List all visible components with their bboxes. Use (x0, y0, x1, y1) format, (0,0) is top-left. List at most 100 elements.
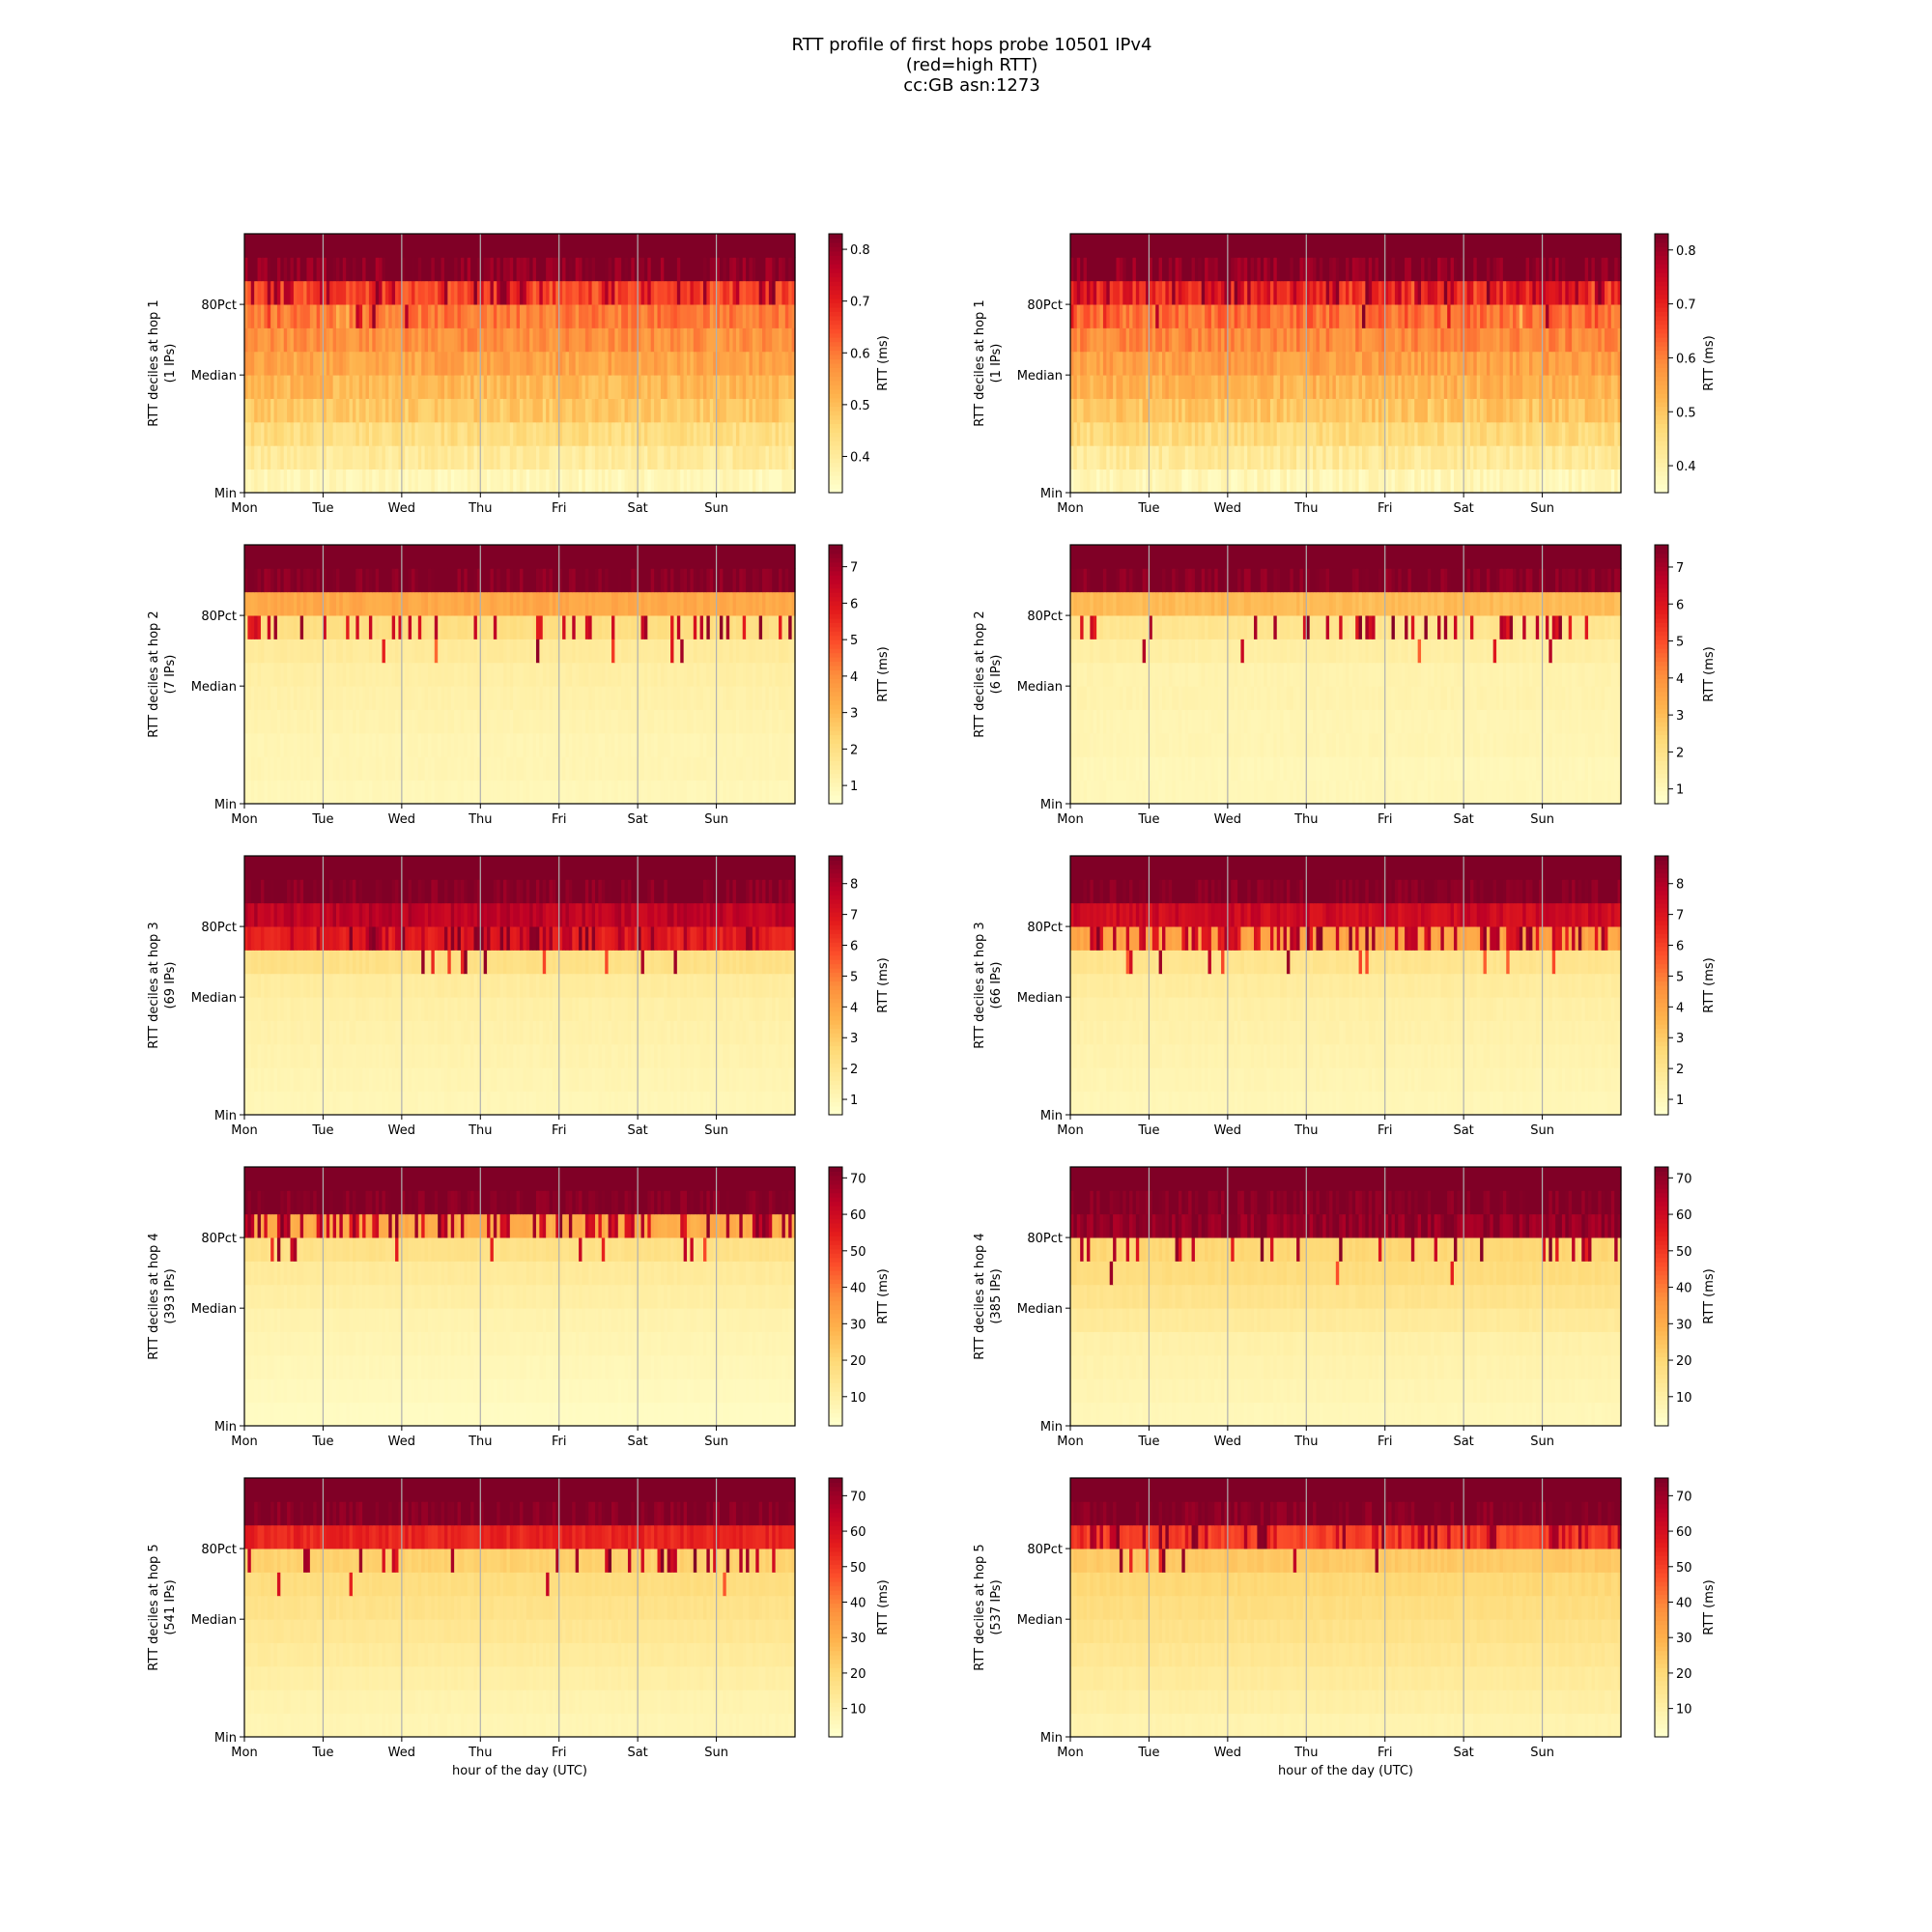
heatmap-cell (752, 780, 756, 805)
heatmap-cell (1168, 398, 1173, 423)
colorbar-segment (829, 402, 842, 408)
heatmap-cell (470, 234, 475, 258)
heatmap-cell (1551, 375, 1556, 399)
heatmap-cell (1116, 351, 1121, 376)
heatmap-cell (438, 421, 442, 446)
heatmap-cell (1450, 469, 1455, 494)
heatmap-cell (1201, 445, 1206, 470)
heatmap-cell (779, 398, 783, 423)
heatmap-cell (1240, 421, 1245, 446)
heatmap-cell (414, 445, 419, 470)
heatmap-cell (1535, 469, 1540, 494)
heatmap-cell (729, 351, 734, 376)
heatmap-cell (683, 732, 688, 757)
heatmap-cell (650, 780, 655, 805)
heatmap-cell (706, 662, 711, 687)
heatmap-cell (352, 398, 356, 423)
heatmap-cell (513, 257, 518, 282)
heatmap-cell (1610, 398, 1615, 423)
heatmap-cell (706, 469, 711, 494)
heatmap-cell (1424, 421, 1429, 446)
heatmap-cell (1201, 234, 1206, 258)
colorbar-segment (1655, 406, 1668, 412)
heatmap-cell (388, 469, 393, 494)
heatmap-cell (313, 304, 318, 328)
heatmap-cell (614, 375, 619, 399)
colorbar-segment (1655, 238, 1668, 243)
heatmap-cell (1496, 445, 1501, 470)
heatmap-cell (1575, 375, 1579, 399)
heatmap-cell (1473, 421, 1478, 446)
heatmap-cell (1542, 445, 1547, 470)
heatmap-cell (532, 375, 537, 399)
heatmap-cell (725, 280, 730, 305)
heatmap-cell (584, 445, 589, 470)
heatmap-cell (1188, 280, 1193, 305)
heatmap-cell (1486, 351, 1491, 376)
heatmap-cell (568, 662, 573, 687)
heatmap-cell (624, 280, 629, 305)
heatmap-cell (1210, 351, 1215, 376)
heatmap-cell (627, 756, 632, 781)
heatmap-cell (755, 280, 760, 305)
heatmap-cell (339, 421, 344, 446)
heatmap-cell (558, 304, 563, 328)
heatmap-cell (1381, 375, 1386, 399)
heatmap-cell (503, 257, 508, 282)
heatmap-cell (309, 327, 314, 353)
heatmap-cell (1483, 469, 1488, 494)
heatmap-cell (1139, 351, 1144, 376)
heatmap-cell (1431, 398, 1435, 423)
heatmap-cell (746, 304, 751, 328)
heatmap-cell (506, 304, 511, 328)
heatmap-cell (584, 304, 589, 328)
heatmap-cell (1162, 327, 1166, 353)
heatmap-cell (443, 756, 448, 781)
heatmap-cell (273, 304, 278, 328)
heatmap-cell (1572, 421, 1577, 446)
heatmap-cell (487, 445, 492, 470)
heatmap-cell (683, 398, 688, 423)
heatmap-cell (1099, 327, 1104, 353)
heatmap-cell (749, 398, 753, 423)
heatmap-cell (758, 469, 763, 494)
heatmap-cell (316, 445, 321, 470)
heatmap-cell (765, 280, 770, 305)
heatmap-cell (276, 304, 281, 328)
heatmap-cell (1365, 421, 1370, 446)
heatmap-cell (273, 445, 278, 470)
heatmap-cell (588, 421, 593, 446)
heatmap-cell (1168, 351, 1173, 376)
heatmap-cell (1093, 327, 1097, 353)
heatmap-cell (408, 780, 412, 805)
heatmap-cell (509, 398, 514, 423)
heatmap-cell (703, 375, 707, 399)
heatmap-cell (1525, 421, 1530, 446)
heatmap-cell (440, 469, 445, 494)
heatmap-cell (725, 398, 730, 423)
heatmap-cell (1506, 421, 1511, 446)
heatmap-cell (513, 732, 518, 757)
heatmap-cell (1516, 375, 1520, 399)
heatmap-cell (309, 234, 314, 258)
heatmap-cell (654, 351, 659, 376)
heatmap-cell (1440, 304, 1445, 328)
heatmap-cell (1398, 398, 1403, 423)
heatmap-cell (454, 327, 459, 353)
heatmap-cell (1483, 445, 1488, 470)
heatmap-cell (579, 421, 583, 446)
heatmap-cell (1319, 445, 1323, 470)
heatmap-cell (1142, 469, 1147, 494)
heatmap-cell (1607, 375, 1612, 399)
heatmap-cell (520, 280, 524, 305)
heatmap-cell (247, 280, 252, 305)
heatmap-cell (768, 257, 773, 282)
colorbar-tick-label: 0.5 (1676, 406, 1696, 420)
heatmap-cell (384, 662, 389, 687)
heatmap-cell (358, 421, 363, 446)
heatmap-cell (342, 234, 347, 258)
heatmap-cell (598, 234, 603, 258)
heatmap-cell (1073, 280, 1078, 305)
heatmap-cell (529, 398, 534, 423)
heatmap-cell (342, 257, 347, 282)
